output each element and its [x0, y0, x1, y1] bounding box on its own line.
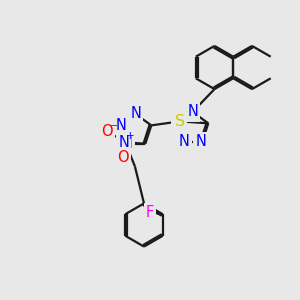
Text: O: O: [117, 150, 129, 165]
Text: N: N: [122, 136, 133, 151]
Text: N: N: [179, 134, 190, 149]
Text: N: N: [173, 116, 184, 131]
Text: N: N: [116, 118, 127, 133]
Text: O: O: [101, 124, 113, 139]
Text: +: +: [126, 131, 135, 141]
Text: N: N: [187, 104, 198, 119]
Text: N: N: [195, 134, 206, 149]
Text: S: S: [175, 114, 185, 129]
Text: −: −: [109, 122, 119, 131]
Text: N: N: [130, 106, 141, 122]
Text: N: N: [118, 135, 129, 150]
Text: F: F: [146, 205, 154, 220]
